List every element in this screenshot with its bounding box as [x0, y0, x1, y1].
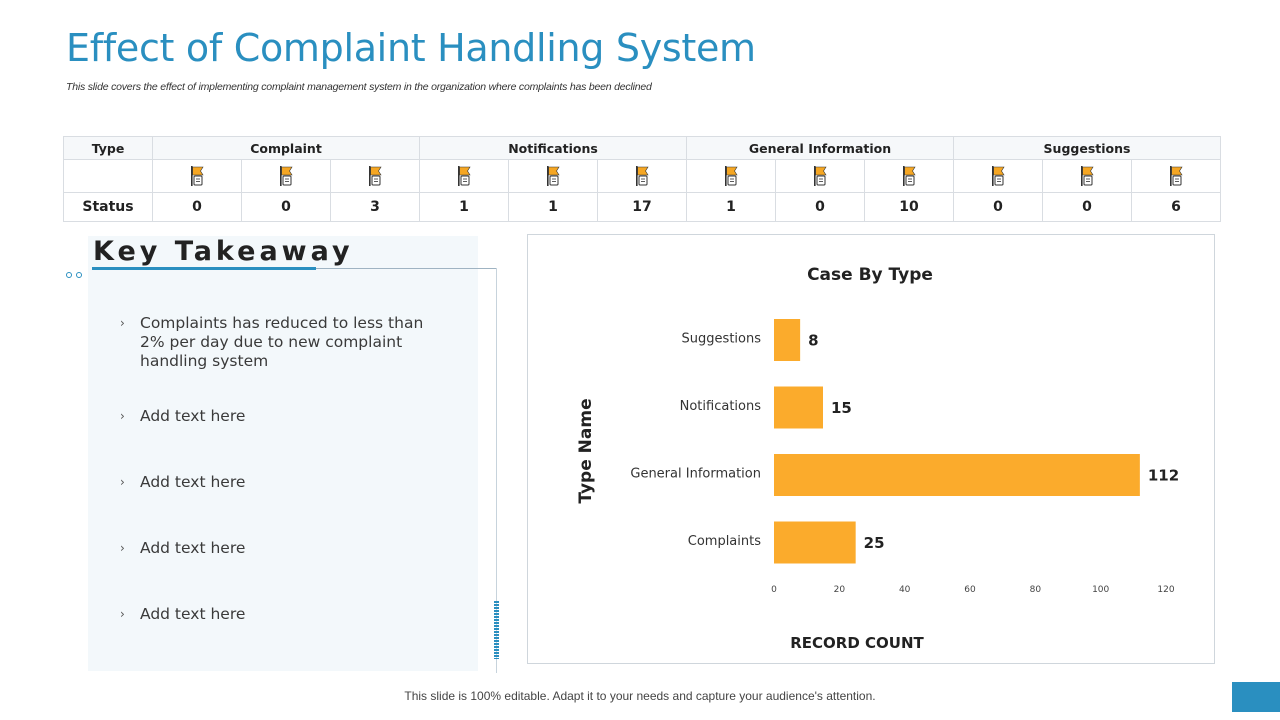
takeaway-bullet: › Add text here [120, 407, 440, 426]
flag-cell [864, 159, 954, 193]
status-value: 0 [152, 192, 242, 222]
status-table: Type Complaint Notifications General Inf… [63, 136, 1221, 222]
flag-cell [419, 159, 509, 193]
x-tick-label: 40 [899, 585, 911, 595]
corner-accent [1232, 682, 1280, 712]
flag-cell [953, 159, 1043, 193]
group-header-general-information: General Information [686, 136, 954, 160]
flag-document-icon [1081, 166, 1094, 186]
status-value: 1 [508, 192, 598, 222]
connector-line [496, 268, 497, 673]
flag-document-icon [725, 166, 738, 186]
group-header-complaint: Complaint [152, 136, 420, 160]
chevron-right-icon: › [120, 475, 125, 489]
status-value: 0 [241, 192, 331, 222]
group-header-suggestions: Suggestions [953, 136, 1221, 160]
flag-cell [686, 159, 776, 193]
chart-panel: Case By Type Suggestions 8 Notifications 15 G… [527, 234, 1215, 664]
flag-cell [1131, 159, 1221, 193]
takeaway-bullet: › Add text here [120, 605, 440, 624]
chart-title: Case By Type [807, 265, 933, 285]
status-value: 0 [775, 192, 865, 222]
takeaway-bullet-text: Add text here [140, 605, 246, 623]
x-tick-label: 60 [964, 585, 976, 595]
flag-cell [597, 159, 687, 193]
page-subtitle: This slide covers the effect of implemen… [66, 81, 652, 93]
flag-cell [330, 159, 420, 193]
group-header-notifications: Notifications [419, 136, 687, 160]
flag-document-icon [369, 166, 382, 186]
status-value: 3 [330, 192, 420, 222]
x-tick-label: 0 [771, 585, 777, 595]
y-axis-label: Type Name [576, 398, 596, 503]
flag-cell [508, 159, 598, 193]
bar [774, 454, 1140, 496]
flag-document-icon [1170, 166, 1183, 186]
takeaway-bullet: › Complaints has reduced to less than 2%… [120, 314, 440, 371]
bar [774, 386, 823, 429]
page-title: Effect of Complaint Handling System [66, 26, 756, 70]
flag-document-icon [458, 166, 471, 186]
x-tick-label: 80 [1030, 585, 1042, 595]
connector-dots [494, 601, 499, 659]
takeaway-heading: Key Takeaway [93, 236, 354, 267]
chevron-right-icon: › [120, 316, 125, 330]
connector-line [316, 268, 497, 269]
status-value: 0 [953, 192, 1043, 222]
status-value: 10 [864, 192, 954, 222]
takeaway-bullet-text: Add text here [140, 407, 246, 425]
icon-row-label [63, 159, 153, 193]
flag-document-icon [814, 166, 827, 186]
flag-document-icon [547, 166, 560, 186]
flag-document-icon [992, 166, 1005, 186]
data-label: 8 [808, 332, 818, 350]
chevron-right-icon: › [120, 409, 125, 423]
category-label: Suggestions [682, 332, 762, 347]
x-tick-label: 20 [834, 585, 846, 595]
x-tick-label: 100 [1092, 585, 1109, 595]
data-label: 25 [864, 534, 885, 552]
flag-cell [241, 159, 331, 193]
chevron-right-icon: › [120, 607, 125, 621]
flag-cell [1042, 159, 1132, 193]
bar-chart: Case By Type Suggestions 8 Notifications 15 G… [576, 265, 1179, 652]
takeaway-bullet: › Add text here [120, 539, 440, 558]
status-value: 6 [1131, 192, 1221, 222]
category-label: Complaints [688, 534, 761, 549]
category-label: Notifications [680, 399, 762, 414]
flag-document-icon [903, 166, 916, 186]
flag-document-icon [191, 166, 204, 186]
status-value: 0 [1042, 192, 1132, 222]
type-header: Type [63, 136, 153, 160]
heading-underline [92, 267, 316, 270]
takeaway-bullet-text: Add text here [140, 539, 246, 557]
decorative-dots [66, 265, 86, 283]
x-tick-label: 120 [1157, 585, 1174, 595]
flag-document-icon [636, 166, 649, 186]
flag-cell [152, 159, 242, 193]
takeaway-bullet-text: Add text here [140, 473, 246, 491]
category-label: General Information [630, 467, 761, 482]
takeaway-bullet: › Add text here [120, 473, 440, 492]
status-label: Status [63, 192, 153, 222]
chevron-right-icon: › [120, 541, 125, 555]
bar [774, 319, 801, 361]
takeaway-bullet-text: Complaints has reduced to less than 2% p… [140, 314, 424, 370]
status-value: 17 [597, 192, 687, 222]
table-header-row: Type Complaint Notifications General Inf… [63, 136, 1221, 160]
flag-document-icon [280, 166, 293, 186]
footer-note: This slide is 100% editable. Adapt it to… [404, 689, 876, 703]
status-row: Status 0 0 3 1 1 17 1 0 10 0 0 6 [63, 192, 1221, 222]
status-value: 1 [686, 192, 776, 222]
bar [774, 521, 856, 564]
icon-row [63, 159, 1221, 193]
data-label: 15 [831, 399, 852, 417]
status-value: 1 [419, 192, 509, 222]
x-axis-label: RECORD COUNT [790, 634, 924, 652]
data-label: 112 [1148, 467, 1179, 485]
takeaway-panel [88, 236, 478, 671]
flag-cell [775, 159, 865, 193]
